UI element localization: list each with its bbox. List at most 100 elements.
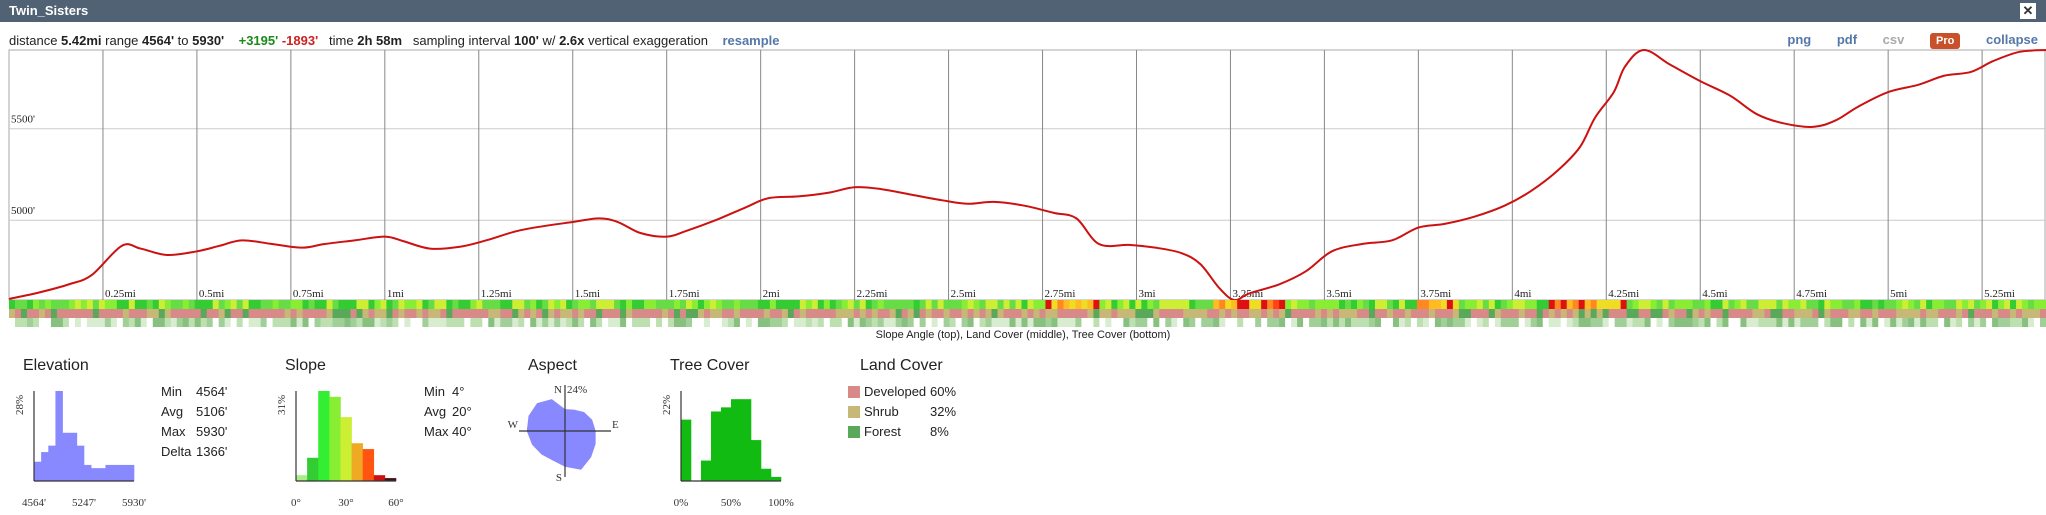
landcover-cell <box>632 309 639 318</box>
csv-link[interactable]: csv <box>1882 32 1905 47</box>
landcover-cell <box>590 309 597 318</box>
histogram-bar <box>296 475 308 481</box>
landcover-cell <box>560 309 567 318</box>
landcover-cell <box>104 309 112 318</box>
landcover-cell <box>1842 309 1849 318</box>
slope-cell <box>1075 300 1083 309</box>
landcover-cell <box>865 309 873 318</box>
slope-cell <box>817 300 825 309</box>
slope-cell <box>374 300 382 309</box>
slope-cell <box>1860 300 1867 309</box>
slope-cell <box>1285 300 1292 309</box>
treecover-cell <box>116 318 124 327</box>
treecover-cell <box>805 318 813 327</box>
slope-cell <box>1572 300 1580 309</box>
landcover-cell <box>2004 309 2011 318</box>
slope-cell <box>242 300 250 309</box>
treecover-cell <box>1398 318 1406 327</box>
treecover-cell <box>1291 318 1298 327</box>
slope-cell <box>1524 300 1532 309</box>
slope-cell <box>14 300 22 309</box>
slope-cell <box>614 300 621 309</box>
slope-cell <box>1297 300 1304 309</box>
landcover-cell <box>650 309 657 318</box>
histogram-bar <box>105 464 113 481</box>
slope-cell <box>1806 300 1813 309</box>
landcover-cell <box>542 309 549 318</box>
treecover-cell <box>967 318 975 327</box>
png-link[interactable]: png <box>1787 32 1812 47</box>
slope-cell <box>913 300 921 309</box>
treecover-cell <box>937 318 945 327</box>
landcover-cell <box>92 309 100 318</box>
landcover-cell <box>1710 309 1718 318</box>
treecover-cell <box>2010 318 2017 327</box>
slope-cell <box>68 300 76 309</box>
slope-cell <box>482 300 489 309</box>
treecover-cell <box>452 318 459 327</box>
landcover-cell <box>775 309 783 318</box>
treecover-cell <box>781 318 789 327</box>
pdf-link[interactable]: pdf <box>1836 32 1858 47</box>
treecover-cell <box>638 318 645 327</box>
landcover-cell <box>1896 309 1903 318</box>
landcover-cell <box>1434 309 1442 318</box>
treecover-cell <box>1734 318 1742 327</box>
treecover-cell <box>314 318 322 327</box>
landcover-cell <box>1980 309 1987 318</box>
landcover-cell <box>62 309 70 318</box>
slope-cell <box>1878 300 1885 309</box>
landcover-cell <box>422 309 429 318</box>
treecover-cell <box>2040 318 2046 327</box>
slope-cell <box>1374 300 1382 309</box>
slope-cell <box>919 300 927 309</box>
treecover-cell <box>1267 318 1274 327</box>
treecover-cell <box>847 318 855 327</box>
landcover-cell <box>398 309 406 318</box>
pro-badge[interactable]: Pro <box>1930 33 1961 49</box>
slope-cell <box>1464 300 1472 309</box>
landcover-cell <box>548 309 555 318</box>
slope-cell <box>1626 300 1634 309</box>
slope-cell <box>290 300 298 309</box>
treecover-cell <box>422 318 429 327</box>
landcover-cell <box>1668 309 1676 318</box>
treecover-cell <box>26 318 34 327</box>
landcover-cell <box>1464 309 1472 318</box>
treecover-cell <box>1932 318 1939 327</box>
landcover-cell <box>464 309 471 318</box>
treecover-cell <box>218 318 226 327</box>
treecover-cell <box>835 318 843 327</box>
slope-cell <box>835 300 843 309</box>
treecover-cell <box>470 318 477 327</box>
treecover-cell <box>1794 318 1801 327</box>
landcover-cell <box>68 309 76 318</box>
landcover-cell <box>410 309 417 318</box>
treecover-cell <box>1147 318 1154 327</box>
resample-link[interactable]: resample <box>722 33 780 48</box>
landcover-cell <box>901 309 909 318</box>
landcover-cell <box>2022 309 2029 318</box>
slope-cell <box>775 300 783 309</box>
slope-cell <box>680 300 687 309</box>
landcover-cell <box>1518 309 1526 318</box>
slope-cell <box>2040 300 2046 309</box>
treecover-cell <box>1740 318 1748 327</box>
treecover-cell <box>1416 318 1424 327</box>
landcover-cell <box>1722 309 1730 318</box>
slope-cell <box>344 300 352 309</box>
close-button[interactable]: ✕ <box>2020 3 2036 19</box>
landcover-cell <box>1303 309 1310 318</box>
treecover-cell <box>877 318 885 327</box>
treecover-cell <box>853 318 861 327</box>
collapse-link[interactable]: collapse <box>1985 32 2038 47</box>
treecover-cell <box>1788 318 1795 327</box>
treecover-cell <box>164 318 172 327</box>
landcover-cell <box>362 309 370 318</box>
slope-cell <box>811 300 819 309</box>
slope-cell <box>506 300 513 309</box>
slope-cell <box>769 300 777 309</box>
treecover-cell <box>308 318 316 327</box>
histogram-bar <box>126 464 135 481</box>
landcover-cell <box>1674 309 1682 318</box>
